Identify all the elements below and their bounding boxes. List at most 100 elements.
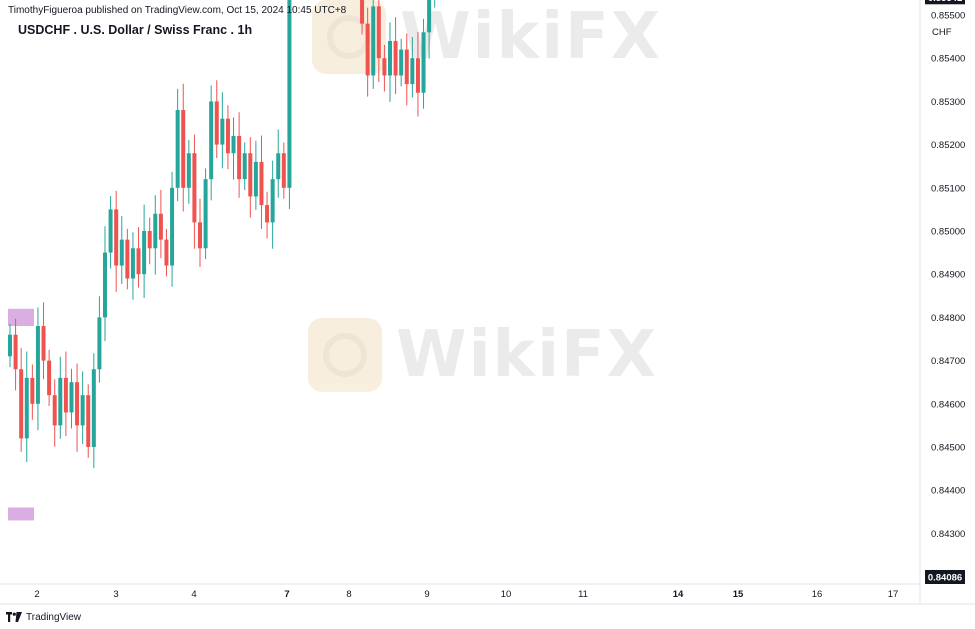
candle-body xyxy=(153,213,158,249)
candle-body xyxy=(399,49,404,76)
candle-body xyxy=(8,334,12,357)
candle-body xyxy=(97,317,102,370)
candle-body xyxy=(376,6,381,59)
candle-body xyxy=(147,231,152,249)
x-tick-label: 8 xyxy=(346,589,351,600)
candle-body xyxy=(220,118,225,145)
candle-body xyxy=(35,326,40,404)
y-tick-label: 0.85000 xyxy=(931,227,965,238)
candle-body xyxy=(393,40,398,76)
candle-body xyxy=(360,0,365,24)
candle-body xyxy=(214,101,219,145)
candle-body xyxy=(209,101,214,180)
candle-body xyxy=(130,248,135,279)
y-tick-label: 0.84900 xyxy=(931,270,965,281)
candle-body xyxy=(80,395,85,426)
symbol-title[interactable]: USDCHF . U.S. Dollar / Swiss Franc . 1h xyxy=(18,23,253,37)
candle-body xyxy=(47,360,52,396)
footer: TradingView xyxy=(6,609,81,625)
candle-body xyxy=(237,135,242,180)
candle-body xyxy=(404,49,409,85)
candle-body xyxy=(287,0,292,188)
candle-body xyxy=(231,135,236,154)
x-tick-label: 4 xyxy=(191,589,196,600)
x-tick-label: 16 xyxy=(812,589,823,600)
candle-body xyxy=(242,153,247,180)
x-tick-label: 10 xyxy=(501,589,512,600)
candle-body xyxy=(276,153,281,180)
x-tick-label: 15 xyxy=(733,589,744,600)
x-tick-label: 11 xyxy=(578,589,588,600)
y-tick-label: 0.84300 xyxy=(931,529,965,540)
candle-body xyxy=(75,382,80,426)
currency-label: CHF xyxy=(932,27,952,38)
x-tick-label: 9 xyxy=(424,589,429,600)
highlight-zone xyxy=(8,507,34,521)
candle-body xyxy=(388,40,392,76)
candle-body xyxy=(136,248,141,275)
candle-body xyxy=(30,377,35,404)
x-tick-label: 14 xyxy=(673,589,684,600)
candle-body xyxy=(13,334,18,370)
x-tick-label: 3 xyxy=(113,589,118,600)
y-tick-label: 0.84700 xyxy=(931,356,965,367)
x-tick-label: 7 xyxy=(284,589,289,600)
candle-body xyxy=(192,153,197,223)
candle-body xyxy=(41,326,46,361)
candle-body xyxy=(86,395,91,447)
candle-body xyxy=(421,32,426,93)
candle-body xyxy=(248,153,253,197)
footer-brand: TradingView xyxy=(26,611,82,623)
candle-body xyxy=(253,161,258,197)
candle-body xyxy=(103,252,107,318)
candle-body xyxy=(69,382,74,413)
tradingview-logo-icon xyxy=(6,612,22,622)
y-tick-label: 0.84500 xyxy=(931,443,965,454)
candle-body xyxy=(281,153,286,188)
support-price-badge: 0.85541 xyxy=(928,0,963,4)
candle-body xyxy=(19,369,24,439)
candle-body xyxy=(24,377,29,439)
candle-body xyxy=(119,239,124,266)
candle-body xyxy=(52,395,57,426)
y-tick-label: 0.85400 xyxy=(931,54,965,65)
y-tick-label: 0.84600 xyxy=(931,399,965,410)
candle-body xyxy=(58,377,63,426)
support-price-badge-bg xyxy=(925,0,965,5)
lowest-price-badge: 0.84086 xyxy=(928,573,962,584)
candle-body xyxy=(91,369,96,447)
lowest-price-badge-bg xyxy=(925,570,965,584)
candle-body xyxy=(265,205,270,223)
y-tick-label: 0.84400 xyxy=(931,486,965,497)
candle-body xyxy=(158,213,163,240)
candle-body xyxy=(142,231,147,275)
highlight-zone xyxy=(8,308,34,327)
candle-body xyxy=(410,58,415,85)
candle-body xyxy=(125,239,130,279)
x-tick-label: 2 xyxy=(34,589,39,600)
candle-body xyxy=(225,118,230,154)
candle-body xyxy=(371,6,376,76)
candle-body xyxy=(186,153,191,188)
candle-body xyxy=(175,110,180,188)
candle-body xyxy=(415,58,420,93)
candle-body xyxy=(114,209,119,266)
y-tick-label: 0.85200 xyxy=(931,140,965,151)
y-tick-label: 0.85100 xyxy=(931,183,965,194)
candle-body xyxy=(427,0,432,33)
y-tick-label: 0.85500 xyxy=(931,11,965,22)
candle-body xyxy=(203,179,208,249)
candle-body xyxy=(382,58,387,76)
candle-body xyxy=(198,222,202,249)
candle-body xyxy=(365,23,370,76)
y-tick-label: 0.85300 xyxy=(931,97,965,108)
candle-body xyxy=(63,377,68,413)
y-tick-label: 0.84800 xyxy=(931,313,965,324)
candle-body xyxy=(181,110,186,188)
candle-body xyxy=(270,179,275,223)
x-tick-label: 17 xyxy=(888,589,899,600)
publisher-caption: TimothyFigueroa published on TradingView… xyxy=(8,5,347,16)
candle-body xyxy=(170,187,175,266)
candle-body xyxy=(164,239,169,266)
